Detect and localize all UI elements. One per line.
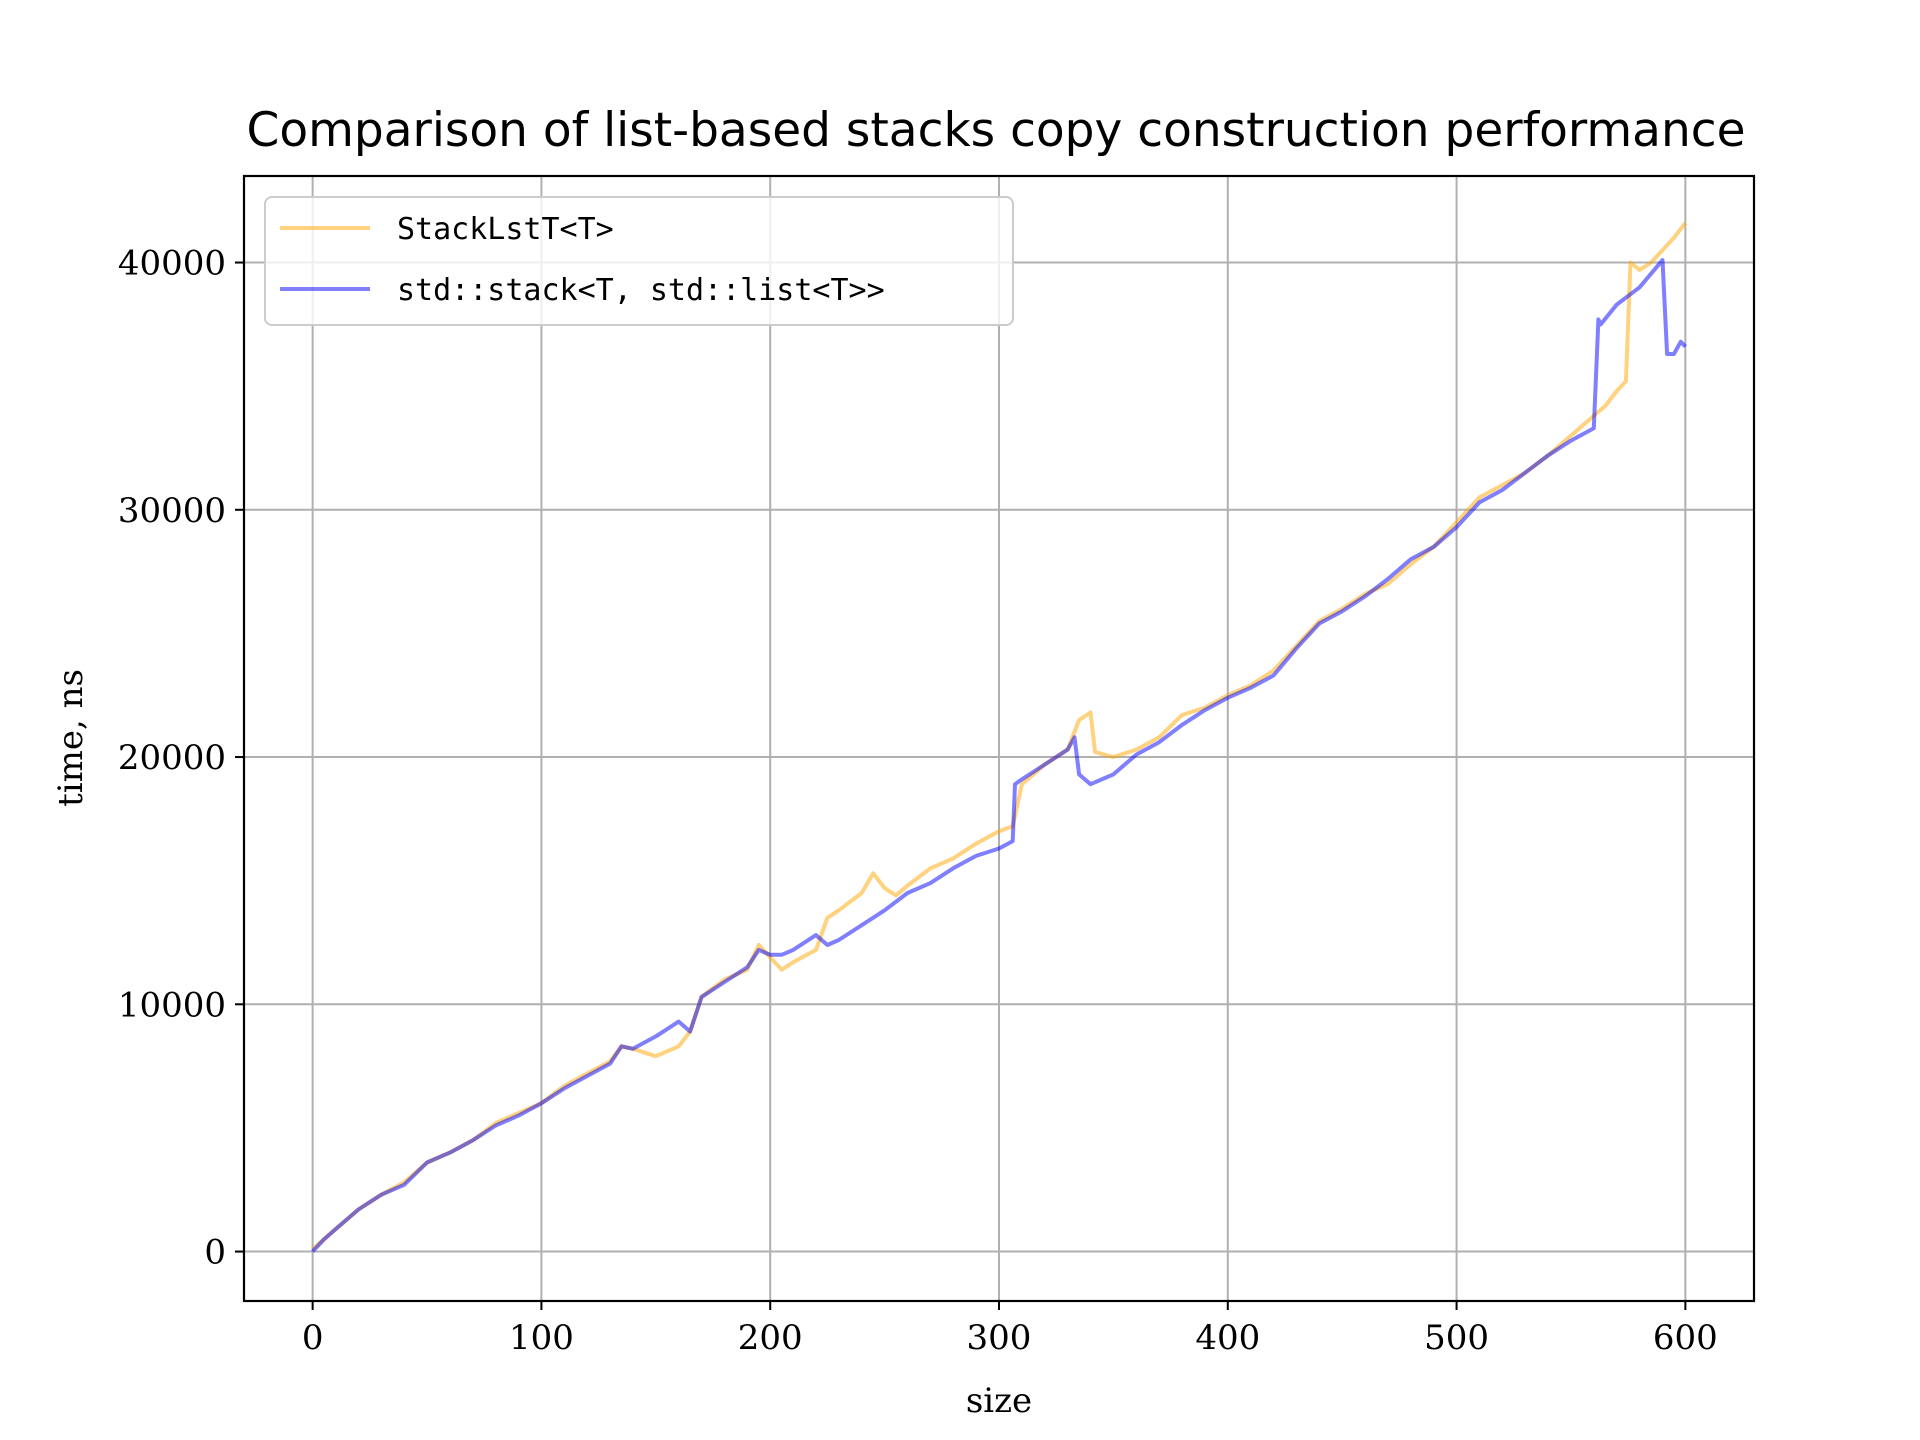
y-tick-label: 10000 <box>118 985 226 1025</box>
legend-label-stacklstt: StackLstT<T> <box>397 212 614 247</box>
y-tick-label: 20000 <box>118 738 226 778</box>
x-tick-label: 300 <box>967 1318 1032 1358</box>
x-tick-label: 100 <box>509 1318 574 1358</box>
legend: StackLstT<T> std::stack<T, std::list<T>> <box>264 196 1014 326</box>
y-axis-label: time, ns <box>51 669 91 807</box>
x-axis-label: size <box>966 1381 1032 1421</box>
y-tick-label: 40000 <box>118 244 226 284</box>
x-tick-label: 600 <box>1653 1318 1718 1358</box>
grid-lines <box>244 176 1754 1301</box>
legend-label-std-stack-list: std::stack<T, std::list<T>> <box>397 273 885 308</box>
series-line-std-stack-list <box>311 258 1687 1253</box>
axis-ticks: 0 100 200 300 400 500 600 0 10000 20000 30000 40000 <box>118 244 1718 1358</box>
x-tick-label: 0 <box>302 1318 324 1358</box>
series-lines <box>311 221 1687 1253</box>
legend-box <box>264 196 1014 326</box>
y-tick-label: 30000 <box>118 491 226 531</box>
x-tick-label: 500 <box>1424 1318 1489 1358</box>
series-line-stacklstt <box>311 221 1687 1251</box>
x-tick-label: 400 <box>1195 1318 1260 1358</box>
chart-title: Comparison of list-based stacks copy con… <box>247 103 1746 158</box>
x-tick-label: 200 <box>738 1318 803 1358</box>
y-tick-label: 0 <box>204 1233 226 1273</box>
